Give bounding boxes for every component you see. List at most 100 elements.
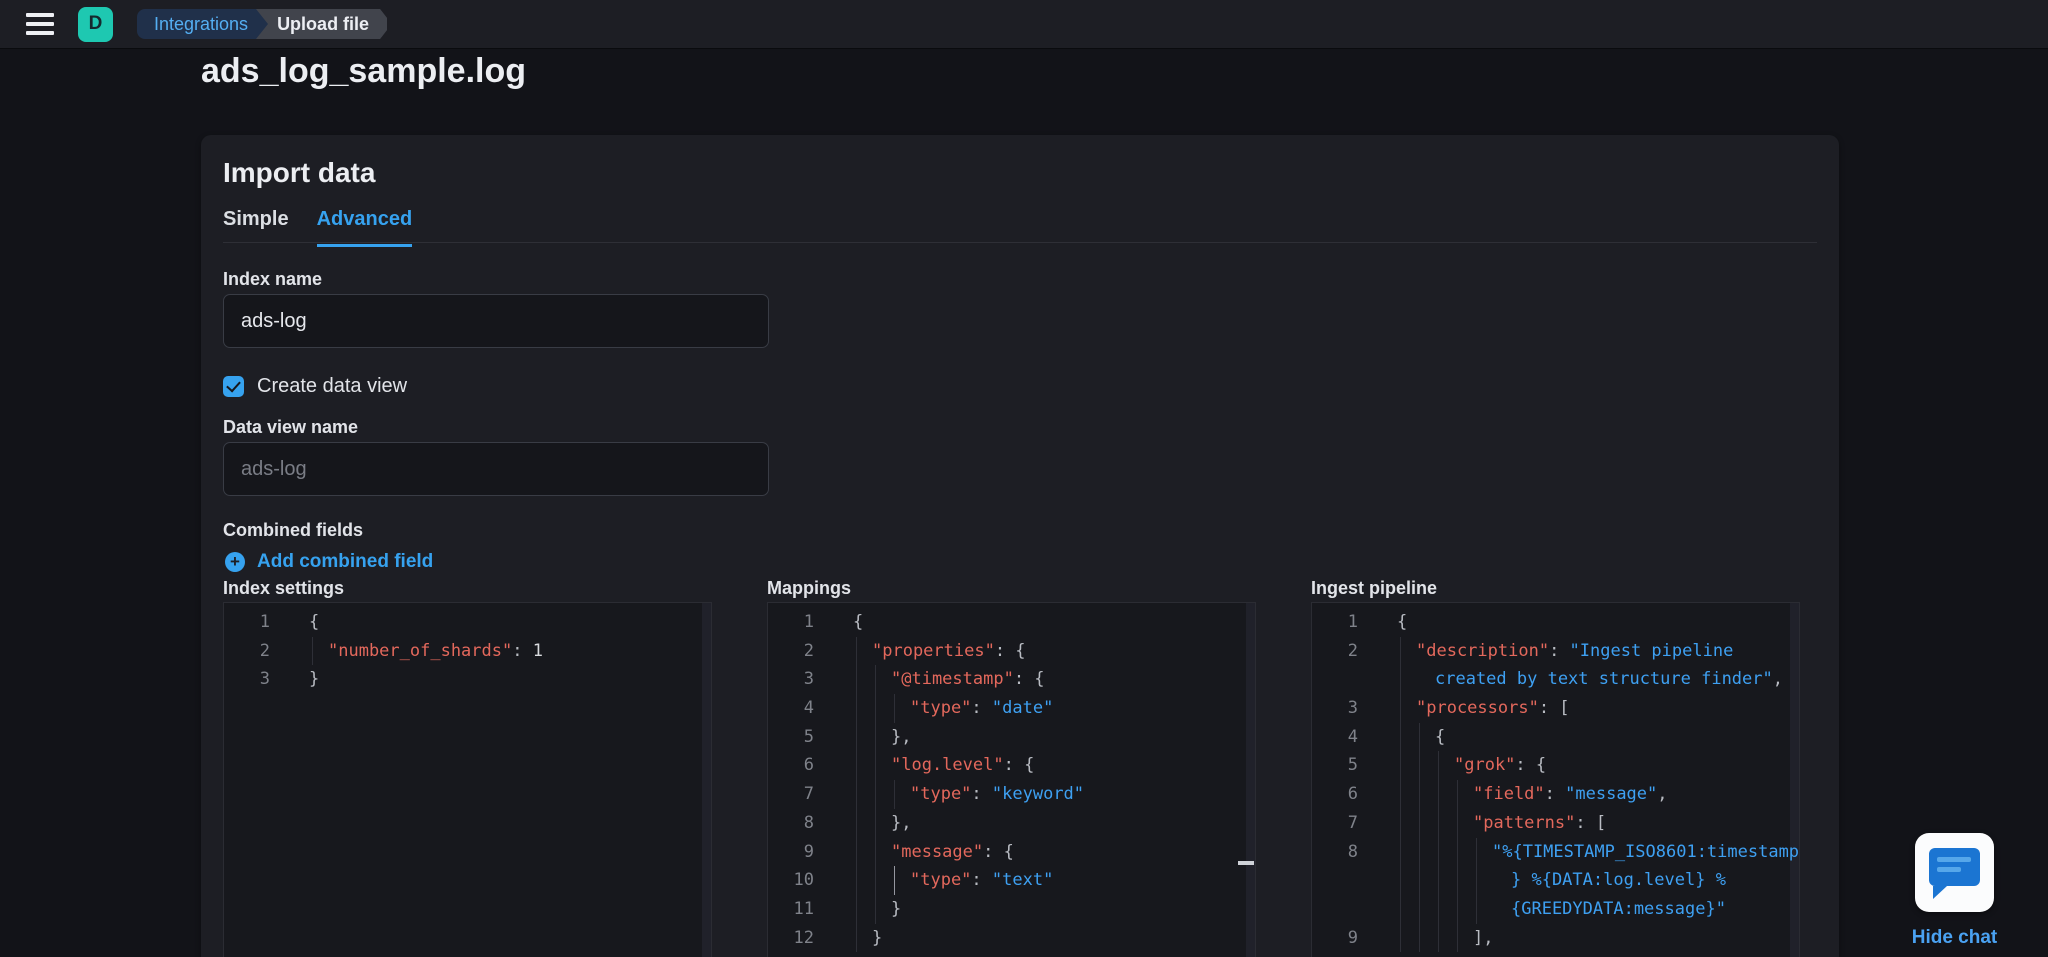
add-combined-field-button[interactable]: + Add combined field — [225, 551, 433, 573]
create-data-view-row[interactable]: Create data view — [223, 375, 407, 398]
code-line: 5 "grok": { — [1312, 751, 1799, 781]
code-text: "message": { — [891, 841, 1014, 862]
indent-guide — [875, 866, 876, 895]
code-line: 3 "@timestamp": { — [768, 665, 1255, 695]
line-number: 2 — [259, 640, 270, 661]
plus-circle-icon: + — [225, 552, 245, 572]
tab-divider — [223, 242, 1817, 243]
code-text: "field": "message", — [1473, 784, 1668, 805]
editor-scrollbar[interactable] — [1246, 603, 1255, 957]
indent-guide — [875, 694, 876, 723]
mappings-code-editor[interactable]: 1{2 "properties": {3 "@timestamp": {4 "type… — [767, 602, 1256, 957]
indent-guide — [1457, 894, 1458, 924]
ingest-pipeline-code-editor[interactable]: 1{2 "description": "Ingest pipeline create… — [1311, 602, 1800, 957]
import-data-panel: Import data Simple Advanced Index name C… — [201, 135, 1839, 957]
line-number: 9 — [803, 841, 814, 862]
code-text: created by text structure finder", — [1435, 669, 1784, 690]
index-settings-code-editor[interactable]: 1{2 "number_of_shards": 1 3} — [223, 602, 712, 957]
hamburger-menu-icon[interactable] — [26, 13, 54, 35]
create-data-view-checkbox[interactable] — [223, 376, 244, 397]
line-number: 6 — [803, 755, 814, 776]
indent-guide — [1476, 866, 1477, 895]
add-combined-field-label: Add combined field — [257, 551, 434, 572]
indent-guide — [1400, 751, 1401, 781]
chat-button[interactable] — [1915, 833, 1994, 912]
line-number: 6 — [1347, 784, 1358, 805]
indent-guide — [1419, 923, 1420, 953]
indent-guide — [875, 808, 876, 838]
indent-guide — [1400, 722, 1401, 752]
indent-guide — [1438, 808, 1439, 838]
indent-guide — [1476, 894, 1477, 924]
indent-guide — [1457, 808, 1458, 838]
indent-guide — [1438, 780, 1439, 809]
code-line: 7 "type": "keyword" — [768, 780, 1255, 809]
code-line: 7 "patterns": [ — [1312, 808, 1799, 838]
indent-guide — [1438, 866, 1439, 895]
code-line: 8}, — [768, 808, 1255, 838]
line-number: 7 — [803, 784, 814, 805]
line-number: 10 — [793, 870, 814, 891]
data-view-name-label: Data view name — [223, 417, 359, 437]
code-line: {GREEDYDATA:message}" — [1312, 894, 1799, 924]
indent-guide — [1400, 923, 1401, 953]
hide-chat-link[interactable]: Hide chat — [1911, 927, 1998, 948]
editor-scrollbar[interactable] — [1790, 603, 1799, 957]
index-name-input[interactable] — [223, 294, 769, 348]
chat-bubble-line — [1937, 867, 1961, 872]
line-number: 1 — [1347, 612, 1358, 632]
tab-simple[interactable]: Simple — [223, 208, 289, 230]
line-number: 8 — [803, 812, 814, 833]
hamburger-bar — [26, 22, 54, 26]
editor-scrollbar[interactable] — [702, 603, 711, 957]
indent-guide — [1457, 923, 1458, 953]
line-number: 9 — [1347, 927, 1358, 948]
code-text: "number_of_shards": 1 — [328, 640, 543, 661]
code-line: 5}, — [768, 722, 1255, 752]
code-text: ], — [1473, 927, 1494, 948]
panel-heading: Import data — [223, 157, 376, 188]
code-line: created by text structure finder", — [1312, 665, 1799, 695]
breadcrumb: Integrations Upload file — [137, 9, 387, 39]
indent-guide — [894, 866, 895, 895]
indent-guide — [1438, 837, 1439, 867]
line-number: 11 — [793, 898, 814, 919]
code-line: 12} — [768, 923, 1255, 953]
indent-guide — [1438, 751, 1439, 781]
code-text: "log.level": { — [891, 755, 1035, 776]
code-line: 11} — [768, 894, 1255, 924]
indent-guide — [856, 894, 857, 924]
create-data-view-label: Create data view — [257, 375, 408, 397]
code-text: { — [309, 612, 320, 632]
breadcrumb-integrations[interactable]: Integrations — [137, 9, 269, 39]
indent-guide — [875, 665, 876, 695]
mappings-label: Mappings — [767, 578, 851, 598]
code-line: 3} — [224, 665, 711, 694]
indent-guide — [856, 722, 857, 752]
code-text: { — [1397, 612, 1408, 632]
combined-fields-label: Combined fields — [223, 520, 364, 540]
code-text: "patterns": [ — [1473, 812, 1607, 833]
space-avatar[interactable]: D — [78, 6, 113, 42]
tab-advanced[interactable]: Advanced — [316, 208, 413, 247]
indent-guide — [856, 694, 857, 723]
breadcrumb-upload-file[interactable]: Upload file — [247, 9, 387, 39]
code-text: } %{DATA:log.level} % — [1511, 870, 1726, 891]
chat-bubble-line — [1937, 857, 1971, 862]
page-title: ads_log_sample.log — [201, 52, 526, 90]
indent-guide — [856, 866, 857, 895]
code-line: } %{DATA:log.level} % — [1312, 866, 1799, 895]
indent-guide — [1438, 894, 1439, 924]
index-name-label: Index name — [223, 269, 323, 289]
code-text: "type": "keyword" — [910, 784, 1085, 805]
indent-guide — [894, 780, 895, 809]
code-text: }, — [891, 812, 912, 833]
indent-guide — [856, 808, 857, 838]
hamburger-bar — [26, 31, 54, 35]
code-text: {GREEDYDATA:message}" — [1511, 898, 1726, 919]
chat-bubble-icon — [1929, 848, 1980, 899]
code-text: } — [872, 927, 883, 948]
hamburger-bar — [26, 13, 54, 17]
data-view-name-input[interactable] — [223, 442, 769, 496]
